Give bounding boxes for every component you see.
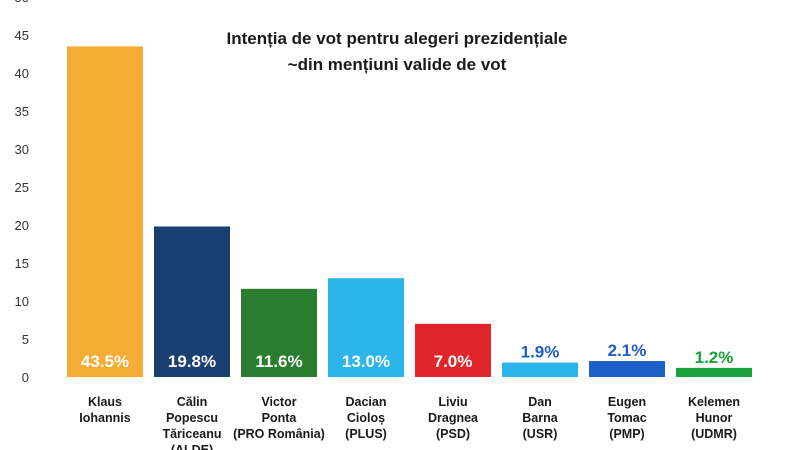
x-axis-labels: Klaus Iohannis Călin Popescu Tăriceanu (ALDE)… bbox=[79, 395, 740, 450]
y-tick-label: 5 bbox=[22, 332, 29, 347]
x-category-label: Liviu bbox=[438, 395, 467, 409]
bar bbox=[328, 278, 404, 377]
bar bbox=[154, 226, 230, 377]
y-tick-label: 20 bbox=[15, 218, 29, 233]
y-tick-label: 45 bbox=[15, 28, 29, 43]
x-category-label: Eugen bbox=[608, 395, 646, 409]
bar bbox=[67, 46, 143, 378]
chart-title-line-2: ~din mențiuni valide de vot bbox=[288, 55, 507, 74]
bar bbox=[415, 323, 491, 377]
y-tick-label: 15 bbox=[15, 256, 29, 271]
bar-value-label: 13.0% bbox=[342, 352, 390, 371]
x-category-label: Kelemen bbox=[688, 395, 740, 409]
bar bbox=[589, 361, 665, 377]
x-category-label: Ponta bbox=[262, 411, 298, 425]
x-category-label: (PMP) bbox=[609, 427, 644, 441]
x-category-label: (UDMR) bbox=[691, 427, 737, 441]
bar bbox=[676, 367, 752, 377]
x-category-label: (PRO România) bbox=[233, 427, 325, 441]
x-category-label: (PLUS) bbox=[345, 427, 387, 441]
value-labels: 43.5% 19.8% 11.6% 13.0% 7.0% 1.9% 2.1% 1.2% bbox=[81, 341, 733, 371]
x-category-label: (USR) bbox=[523, 427, 558, 441]
x-category-label: Popescu bbox=[166, 411, 218, 425]
y-tick-label: 25 bbox=[15, 180, 29, 195]
x-category-label: Dan bbox=[528, 395, 552, 409]
x-category-label: Iohannis bbox=[79, 411, 130, 425]
y-tick-label: 50 bbox=[15, 0, 29, 5]
x-category-label: Tăriceanu bbox=[162, 427, 221, 441]
x-category-label: (PSD) bbox=[436, 427, 470, 441]
bar-value-label: 11.6% bbox=[255, 352, 302, 371]
y-tick-label: 35 bbox=[15, 104, 29, 119]
bar-value-label: 43.5% bbox=[81, 352, 129, 371]
y-axis: 0 5 10 15 20 25 30 35 40 45 50 bbox=[15, 0, 29, 385]
chart-title-line-1: Intenția de vot pentru alegeri prezidenț… bbox=[226, 29, 567, 48]
bar-value-label: 2.1% bbox=[608, 341, 647, 360]
x-category-label: Hunor bbox=[696, 411, 733, 425]
x-category-label: Cioloș bbox=[347, 411, 385, 425]
bar bbox=[502, 362, 578, 377]
x-category-label: Barna bbox=[522, 411, 558, 425]
bar bbox=[241, 288, 317, 377]
x-category-label: Dacian bbox=[346, 395, 387, 409]
bars bbox=[67, 46, 752, 378]
x-category-label: Călin bbox=[177, 395, 208, 409]
y-tick-label: 30 bbox=[15, 142, 29, 157]
bar-value-label: 1.9% bbox=[521, 343, 560, 362]
x-category-label: Tomac bbox=[607, 411, 646, 425]
x-category-label: Klaus bbox=[88, 395, 122, 409]
bar-value-label: 1.2% bbox=[695, 348, 734, 367]
y-tick-label: 0 bbox=[22, 370, 29, 385]
y-tick-label: 10 bbox=[15, 294, 29, 309]
bar-value-label: 7.0% bbox=[434, 352, 473, 371]
x-category-label: (ALDE) bbox=[171, 443, 213, 450]
x-category-label: Victor bbox=[261, 395, 296, 409]
bar-value-label: 19.8% bbox=[168, 352, 216, 371]
y-tick-label: 40 bbox=[15, 66, 29, 81]
chart-title: Intenția de vot pentru alegeri prezidenț… bbox=[226, 29, 567, 74]
x-category-label: Dragnea bbox=[428, 411, 479, 425]
